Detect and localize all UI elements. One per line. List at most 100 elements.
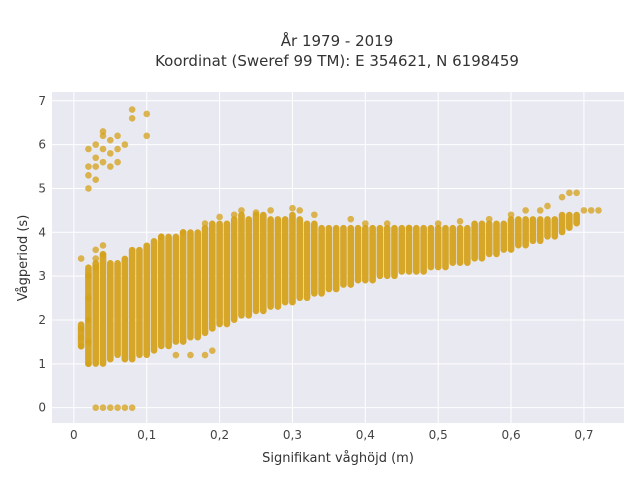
chart-title-line-1: År 1979 - 2019 [281, 31, 394, 50]
data-point [85, 360, 92, 368]
data-point [106, 150, 114, 157]
point-cluster [420, 224, 427, 275]
y-tick-label: 2 [38, 313, 46, 327]
data-point [230, 211, 238, 219]
point-cluster [114, 259, 121, 359]
point-cluster [332, 224, 340, 293]
point-cluster [551, 216, 559, 240]
data-point [77, 342, 85, 350]
point-cluster [128, 246, 136, 363]
point-cluster [456, 224, 464, 266]
data-point [179, 228, 187, 236]
data-point [201, 220, 209, 227]
data-point [92, 246, 100, 254]
data-point [114, 158, 121, 166]
data-point [573, 189, 580, 197]
point-cluster [230, 216, 238, 323]
point-cluster [274, 216, 282, 310]
data-point [99, 128, 107, 135]
point-cluster [427, 224, 435, 271]
data-point [434, 220, 442, 227]
point-cluster [238, 211, 245, 319]
data-point [267, 207, 274, 214]
data-point [99, 158, 107, 166]
point-cluster [106, 259, 114, 363]
point-cluster [413, 224, 420, 275]
point-cluster [558, 211, 566, 236]
point-cluster [260, 211, 267, 315]
data-point [362, 220, 369, 227]
point-cluster [92, 259, 100, 367]
point-cluster [529, 216, 537, 245]
point-cluster [362, 224, 369, 284]
data-point [252, 209, 260, 216]
point-cluster [376, 224, 384, 280]
point-cluster [296, 216, 304, 302]
data-point [99, 145, 107, 153]
data-point [522, 207, 529, 214]
y-tick-label: 7 [38, 94, 46, 108]
x-tick-label: 0 [70, 428, 78, 442]
data-point [85, 185, 92, 192]
point-cluster [442, 224, 449, 271]
point-cluster [85, 264, 92, 367]
data-point [106, 404, 114, 411]
data-point [544, 202, 551, 210]
data-point [201, 351, 209, 359]
point-cluster [573, 211, 580, 227]
point-cluster [267, 216, 274, 310]
data-point [595, 207, 602, 214]
data-point [238, 207, 245, 214]
data-point [172, 351, 180, 359]
point-cluster [187, 229, 194, 341]
data-point [296, 207, 304, 214]
point-cluster [121, 255, 129, 363]
x-tick-label: 0,5 [429, 428, 448, 442]
data-point [92, 141, 100, 148]
data-point [558, 193, 566, 201]
point-cluster [245, 216, 253, 319]
point-cluster [507, 216, 515, 253]
y-tick-label: 4 [38, 225, 46, 239]
data-point [99, 242, 107, 249]
data-point [485, 215, 493, 223]
point-cluster [201, 224, 209, 337]
point-cluster [281, 216, 289, 306]
point-cluster [434, 224, 442, 271]
data-point [128, 404, 136, 411]
point-cluster [449, 224, 457, 266]
data-point [128, 115, 136, 122]
point-cluster [391, 224, 398, 280]
data-point [143, 110, 151, 118]
point-cluster [354, 224, 362, 284]
data-point [311, 211, 318, 219]
point-cluster [398, 224, 406, 275]
x-tick-label: 0,4 [356, 428, 375, 442]
point-cluster [179, 229, 187, 345]
data-point [85, 272, 92, 280]
point-cluster [383, 224, 391, 280]
y-tick-label: 5 [38, 181, 46, 195]
point-cluster [544, 216, 551, 240]
y-tick-label: 1 [38, 357, 46, 371]
data-point [92, 255, 100, 262]
y-axis-ticks: 0 1 2 3 4 5 6 7 [38, 94, 46, 415]
point-cluster [172, 233, 180, 345]
data-point [114, 132, 121, 140]
point-cluster [515, 216, 522, 249]
point-cluster [566, 211, 573, 231]
data-point [383, 220, 391, 227]
data-point [85, 294, 92, 302]
point-cluster [464, 224, 471, 266]
point-cluster [493, 220, 500, 258]
data-point [121, 141, 129, 148]
point-cluster [311, 220, 318, 297]
point-cluster [325, 224, 333, 293]
data-point [157, 233, 165, 240]
grid-lines [52, 92, 624, 423]
y-axis-title: Vågperiod (s) [16, 215, 31, 302]
data-point [289, 204, 296, 212]
data-point [456, 218, 464, 225]
point-cluster [340, 224, 347, 288]
point-cluster [252, 211, 260, 315]
